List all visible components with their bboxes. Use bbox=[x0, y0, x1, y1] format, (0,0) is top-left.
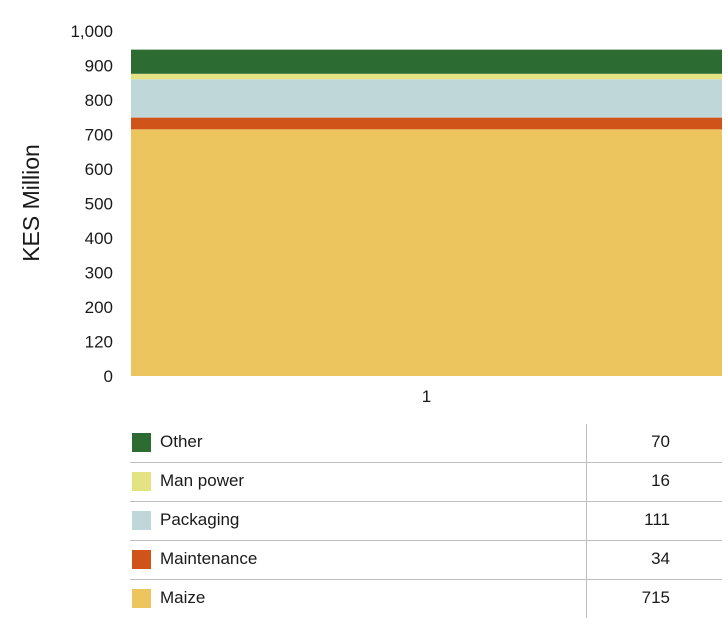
legend-column-divider bbox=[586, 541, 587, 579]
legend-row-maintenance: Maintenance 34 bbox=[130, 541, 722, 580]
legend-row-packaging: Packaging 111 bbox=[130, 502, 722, 541]
legend-column-divider bbox=[586, 502, 587, 540]
legend-swatch bbox=[132, 433, 151, 452]
y-tick-label: 600 bbox=[85, 160, 113, 179]
legend-label: Man power bbox=[160, 471, 245, 490]
legend-label: Maintenance bbox=[160, 549, 258, 568]
legend-data-table: Other 70 Man power 16 Packaging 111 Maintenanc… bbox=[130, 424, 722, 618]
legend-row-maize: Maize 715 bbox=[130, 580, 722, 618]
y-tick-label: 300 bbox=[85, 264, 113, 283]
x-axis-ticks: 1 bbox=[422, 387, 431, 406]
y-tick-label: 800 bbox=[85, 91, 113, 110]
y-tick-label: 0 bbox=[104, 367, 113, 386]
legend-column-divider bbox=[586, 580, 587, 618]
legend-column-divider bbox=[586, 424, 587, 462]
y-axis-ticks: 0 120 200 300 400 500 600 700 800 900 1,000 bbox=[70, 22, 113, 386]
y-tick-label: 400 bbox=[85, 229, 113, 248]
legend-label: Other bbox=[160, 432, 203, 451]
bar-segment-other bbox=[131, 49, 722, 74]
legend-row-other: Other 70 bbox=[130, 424, 722, 463]
legend-row-man-power: Man power 16 bbox=[130, 463, 722, 502]
y-tick-label: 900 bbox=[85, 57, 113, 76]
bar-segment-maize bbox=[131, 129, 722, 376]
legend-column-divider bbox=[586, 463, 587, 501]
y-tick-label: 200 bbox=[85, 298, 113, 317]
y-tick-label: 120 bbox=[85, 333, 113, 352]
legend-value: 70 bbox=[651, 432, 670, 451]
legend-swatch bbox=[132, 550, 151, 569]
x-tick-label: 1 bbox=[422, 387, 431, 406]
legend-value: 16 bbox=[651, 471, 670, 490]
legend-swatch bbox=[132, 589, 151, 608]
legend-label: Packaging bbox=[160, 510, 240, 529]
y-tick-label: 700 bbox=[85, 126, 113, 145]
legend-label: Maize bbox=[160, 588, 206, 607]
legend-value: 111 bbox=[644, 510, 670, 529]
y-tick-label: 500 bbox=[85, 195, 113, 214]
bar-segment-maintenance bbox=[131, 117, 722, 130]
bar-segment-packaging bbox=[131, 79, 722, 118]
bar-segment-man-power bbox=[131, 73, 722, 80]
legend-swatch bbox=[132, 511, 151, 530]
stacked-bar-chart: KES Million 0 120 200 300 400 500 600 700 800 900… bbox=[18, 22, 722, 406]
legend-value: 715 bbox=[641, 588, 670, 607]
y-axis-label: KES Million bbox=[18, 144, 44, 262]
legend-swatch bbox=[132, 472, 151, 491]
bar-segments bbox=[131, 49, 722, 376]
legend-value: 34 bbox=[651, 549, 670, 568]
y-tick-label: 1,000 bbox=[70, 22, 113, 41]
